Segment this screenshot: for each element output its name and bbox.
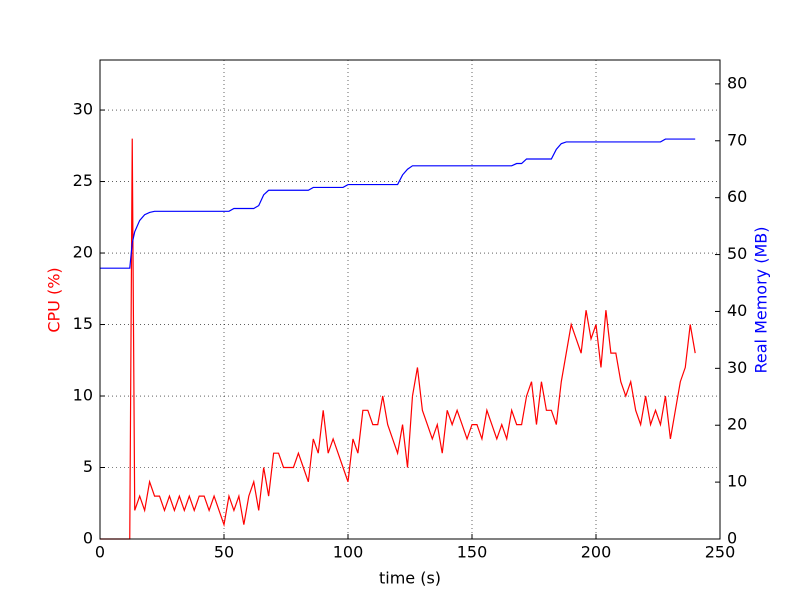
y2-tick-label: 70 [727, 130, 747, 149]
x-axis-label: time (s) [379, 569, 441, 588]
y-axis-label: CPU (%) [45, 267, 64, 332]
x-tick-label: 100 [333, 543, 364, 562]
y2-axis-label: Real Memory (MB) [752, 227, 771, 374]
y-tick-label: 15 [73, 314, 93, 333]
y2-tick-label: 10 [727, 472, 747, 491]
data-line [100, 138, 696, 540]
y-tick-label: 10 [73, 386, 93, 405]
y-tick-label: 0 [83, 529, 93, 548]
x-tick-label: 200 [581, 543, 612, 562]
y2-tick-label: 20 [727, 415, 747, 434]
y2-tick-label: 40 [727, 301, 747, 320]
y-tick-label: 20 [73, 243, 93, 262]
y2-tick-label: 60 [727, 187, 747, 206]
x-tick-label: 150 [457, 543, 488, 562]
plot-frame [99, 59, 721, 540]
y-tick-label: 25 [73, 171, 93, 190]
x-tick-label: 0 [95, 543, 105, 562]
y2-tick-label: 80 [727, 73, 747, 92]
x-tick-label: 250 [705, 543, 736, 562]
data-line [100, 138, 696, 269]
y-tick-label: 5 [83, 457, 93, 476]
x-tick-label: 50 [214, 543, 234, 562]
y-tick-label: 30 [73, 100, 93, 119]
y2-tick-label: 30 [727, 358, 747, 377]
y2-tick-label: 50 [727, 244, 747, 263]
y2-tick-label: 0 [727, 529, 737, 548]
